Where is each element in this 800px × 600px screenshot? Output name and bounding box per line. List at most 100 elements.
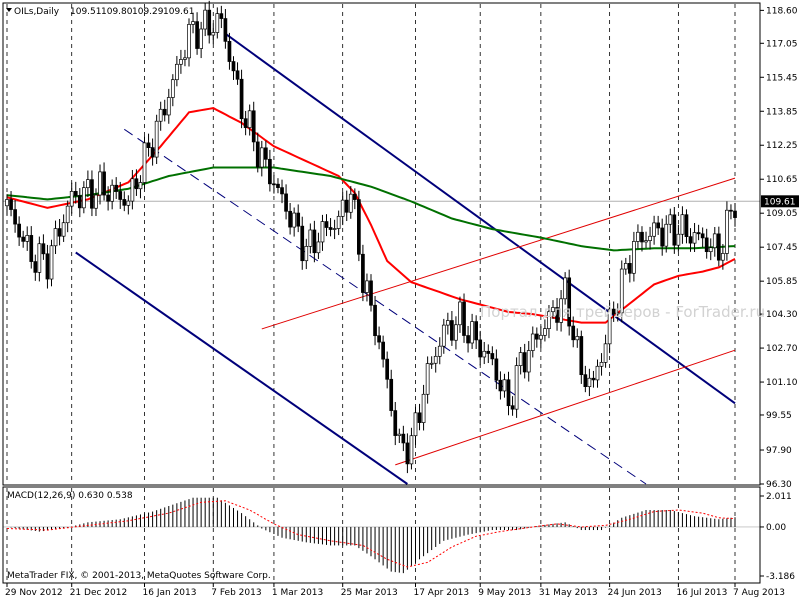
- symbol-title: OILs,Daily: [14, 7, 60, 17]
- candle-body: [680, 214, 685, 235]
- candle-body: [413, 412, 418, 437]
- price-tick-label: 104.30: [766, 310, 798, 320]
- candle-body: [692, 232, 697, 244]
- candle-body: [110, 184, 115, 202]
- candle-body: [5, 199, 9, 207]
- candle-body: [98, 171, 102, 196]
- candle-body: [227, 41, 232, 62]
- candle-body: [688, 236, 693, 244]
- candle-body: [486, 350, 491, 354]
- candle-body: [712, 233, 717, 249]
- candle-body: [547, 311, 551, 329]
- candle-body: [284, 193, 288, 212]
- candle-body: [199, 28, 203, 49]
- candle-body: [292, 212, 297, 228]
- candle-body: [195, 21, 199, 49]
- candle-body: [603, 343, 608, 363]
- candle-body: [122, 199, 127, 206]
- candle-body: [251, 110, 256, 143]
- candle-body: [352, 193, 357, 200]
- candle-body: [571, 325, 576, 341]
- candle-body: [332, 228, 337, 230]
- time-tick-label: 9 May 2013: [478, 588, 531, 598]
- candle-body: [175, 63, 179, 81]
- price-tick-label: 96.30: [766, 480, 792, 490]
- candle-body: [393, 410, 398, 436]
- candle-body: [365, 280, 369, 293]
- moving-average-line: [6, 166, 736, 252]
- candle-body: [166, 97, 171, 116]
- candle-body: [29, 235, 34, 262]
- candle-body: [37, 243, 42, 273]
- candle-body: [106, 194, 110, 202]
- candle-body: [154, 120, 159, 158]
- candle-body: [263, 147, 268, 160]
- collapse-triangle-icon[interactable]: [6, 8, 12, 12]
- candle-body: [522, 352, 527, 373]
- candle-body: [134, 178, 139, 190]
- time-tick-label: 31 May 2013: [539, 588, 598, 598]
- time-tick-label: 7 Aug 2013: [733, 588, 785, 598]
- candle-body: [369, 280, 373, 306]
- candle-body: [409, 435, 414, 465]
- candle-body: [158, 108, 163, 122]
- candle-body: [13, 209, 17, 225]
- candle-body: [700, 233, 705, 239]
- candle-body: [587, 377, 592, 388]
- candle-body: [530, 333, 535, 351]
- candle-body: [636, 231, 640, 242]
- price-tick-label: 99.55: [766, 411, 792, 421]
- candle-body: [615, 312, 620, 315]
- candle-body: [401, 433, 406, 444]
- current-price-label: 109.61: [764, 197, 796, 207]
- candle-body: [733, 210, 737, 218]
- candle-body: [640, 231, 644, 243]
- candle-body: [142, 142, 147, 183]
- candle-body: [259, 147, 264, 168]
- candle-body: [126, 200, 131, 206]
- candle-body: [696, 232, 701, 235]
- candle-body: [328, 227, 333, 230]
- candle-body: [288, 210, 292, 228]
- candle-body: [510, 405, 515, 410]
- candle-body: [53, 228, 58, 247]
- candle-body: [344, 199, 349, 213]
- candle-body: [61, 222, 66, 237]
- candle-body: [470, 321, 474, 344]
- price-tick-label: 110.65: [766, 175, 798, 185]
- price-tick-label: 115.45: [766, 73, 798, 83]
- candle-body: [704, 237, 709, 253]
- time-axis: 29 Nov 2012 21 Dec 2012 16 Jan 2013 7 Feb 2…: [5, 583, 785, 598]
- candle-body: [170, 79, 175, 98]
- candle-body: [551, 307, 555, 313]
- time-tick-label: 25 Mar 2013: [341, 588, 398, 598]
- price-tick-label: 101.10: [766, 378, 798, 388]
- copyright: MetaTrader FIX, © 2001-2013, MetaQuotes …: [7, 571, 271, 581]
- ohlc-low: 109.29: [132, 7, 164, 17]
- candle-body: [405, 442, 410, 465]
- time-tick-label: 16 Jan 2013: [143, 588, 197, 598]
- candle-body: [421, 393, 426, 423]
- candle-body: [41, 243, 46, 255]
- candle-body: [247, 110, 252, 128]
- candle-body: [490, 353, 495, 360]
- candle-body: [632, 241, 636, 274]
- candle-body: [361, 253, 365, 293]
- macd-tick-label: 2.011: [766, 492, 792, 502]
- candle-body: [425, 363, 430, 395]
- candle-body: [729, 209, 733, 212]
- price-tick-label: 107.45: [766, 243, 798, 253]
- candle-body: [118, 191, 123, 200]
- candle-body: [65, 205, 70, 224]
- candle-body: [708, 247, 713, 253]
- candle-body: [86, 179, 90, 189]
- candle-body: [466, 335, 470, 344]
- candle-body: [207, 9, 212, 36]
- candle-body: [77, 195, 82, 209]
- candle-body: [534, 333, 539, 340]
- candle-body: [656, 222, 661, 229]
- candle-body: [231, 61, 236, 72]
- candle-body: [478, 339, 483, 358]
- candle-body: [721, 253, 725, 261]
- candle-body: [25, 235, 30, 242]
